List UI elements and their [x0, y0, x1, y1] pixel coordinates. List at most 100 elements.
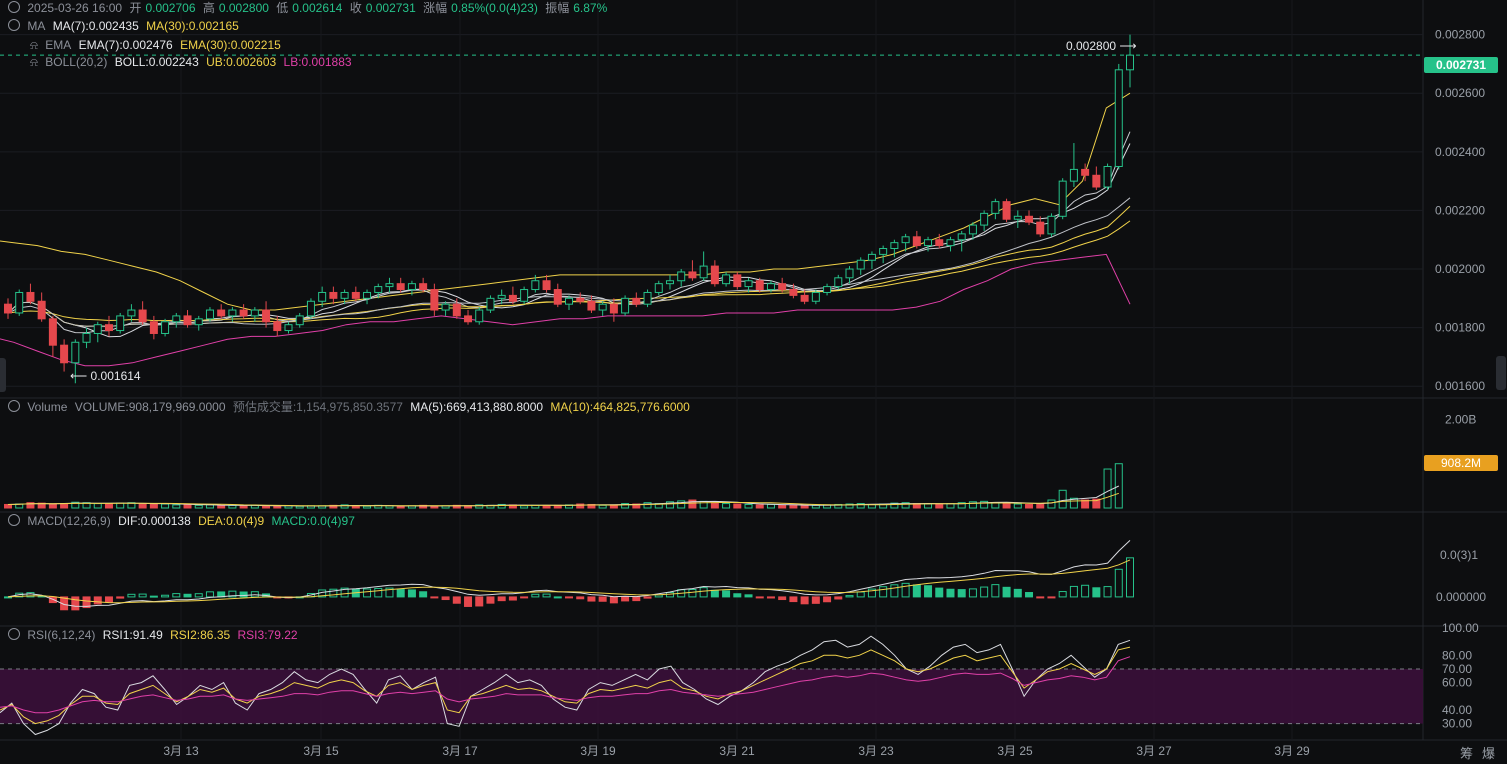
volume-bar: [396, 505, 405, 509]
chips-button[interactable]: 筹: [1460, 746, 1474, 761]
macd-bar: [419, 591, 428, 598]
volume-bar: [340, 504, 349, 509]
ema7-value: EMA(7):0.002476: [78, 38, 173, 52]
amp-value: 6.87%: [573, 1, 608, 15]
volume-bar: [811, 504, 820, 509]
volume-bar: [744, 503, 753, 509]
volume-bar: [497, 503, 506, 509]
low-annotation: ⟵ 0.001614: [70, 369, 141, 383]
candle-body: [1036, 221, 1045, 235]
candle-body: [632, 297, 641, 305]
macd-bar: [340, 587, 349, 598]
macd-bar: [755, 596, 764, 599]
candle-body: [991, 201, 1000, 214]
collapse-icon[interactable]: [8, 19, 20, 31]
ohlc-header: 2025-03-26 16:00 开 0.002706 高 0.002800 低 0.…: [8, 1, 611, 15]
macd-bar: [1126, 557, 1134, 598]
candle-body: [351, 291, 360, 299]
volume-estimate: 预估成交量:1,154,975,850.3577: [232, 400, 403, 414]
rsi-name[interactable]: RSI(6,12,24): [27, 628, 96, 642]
macd-bar: [924, 585, 933, 598]
volume-bar: [127, 502, 136, 509]
candle-body: [497, 294, 506, 299]
high-value: 0.002800: [218, 1, 269, 15]
collapse-icon[interactable]: [8, 400, 20, 412]
ema-name[interactable]: EMA: [45, 38, 72, 52]
high-annotation: 0.002800 ⟶: [1066, 39, 1137, 53]
macd-bar: [553, 596, 562, 599]
macd-bar: [823, 596, 832, 603]
macd-bar: [935, 587, 944, 598]
candle-body: [665, 280, 674, 285]
right-pan-handle[interactable]: [1496, 356, 1506, 390]
bell-icon[interactable]: ⍾: [30, 38, 38, 52]
rsi2-value: RSI2:86.35: [170, 628, 231, 642]
volume-ma10: MA(10):464,825,776.6000: [550, 400, 690, 414]
candle-body: [1013, 215, 1022, 220]
boll-legend: ⍾ BOLL(20,2) BOLL:0.002243 UB:0.002603 L…: [30, 55, 356, 69]
candle-body: [1047, 215, 1056, 235]
macd-bar: [385, 587, 394, 598]
price-tick-label: 0.002600: [1435, 86, 1485, 100]
time-tick-label: 3月 19: [580, 744, 616, 758]
macd-bar: [980, 586, 989, 598]
candle-body: [531, 280, 540, 291]
time-tick-label: 3月 23: [858, 744, 894, 758]
candle-body: [890, 242, 899, 250]
macd-bar: [1047, 596, 1056, 599]
ma-name[interactable]: MA: [27, 19, 46, 33]
volume-name[interactable]: Volume: [27, 400, 68, 414]
candle-body: [722, 274, 731, 285]
macd-bar: [329, 588, 338, 598]
candle-body: [116, 315, 125, 332]
collapse-icon[interactable]: [8, 514, 20, 526]
low-label: 低: [276, 1, 289, 15]
volume-bar: [1025, 503, 1034, 509]
candle-body: [407, 283, 416, 291]
rsi-legend: RSI(6,12,24) RSI1:91.49 RSI2:86.35 RSI3:…: [8, 628, 302, 642]
candle-body: [744, 280, 753, 288]
candle-body: [93, 324, 102, 334]
collapse-icon[interactable]: [8, 1, 20, 13]
candle-body: [172, 315, 181, 323]
candle-body: [419, 283, 428, 291]
candle-body: [82, 332, 91, 343]
volume-current-tag: 908.2M: [1424, 455, 1498, 471]
candle-body: [1025, 215, 1034, 223]
candle-body: [688, 271, 697, 279]
macd-bar: [363, 588, 372, 598]
boll-upper-line: [0, 92, 1131, 311]
macd-bar: [104, 596, 113, 603]
candle-body: [385, 283, 394, 288]
candle-body: [912, 236, 921, 247]
volume-bar: [116, 502, 125, 509]
boll-name[interactable]: BOLL(20,2): [45, 55, 108, 69]
macd-bar: [1025, 592, 1034, 598]
macd-bar: [1069, 585, 1078, 598]
macd-bar: [957, 589, 966, 598]
volume-bar: [968, 501, 977, 509]
macd-bar: [1081, 584, 1090, 598]
boll-lb-value: LB:0.001883: [283, 55, 352, 69]
candle-body: [1103, 165, 1112, 188]
candle-body: [587, 300, 596, 311]
candle-body: [138, 309, 147, 323]
left-pan-handle[interactable]: [0, 358, 6, 392]
macd-bar: [598, 596, 607, 602]
candle-body: [553, 289, 562, 305]
open-value: 0.002706: [145, 1, 196, 15]
macd-bar: [912, 584, 921, 598]
candle-body: [508, 294, 517, 302]
macd-name[interactable]: MACD(12,26,9): [27, 514, 111, 528]
candle-body: [946, 239, 955, 247]
collapse-icon[interactable]: [8, 628, 20, 640]
bell-icon[interactable]: ⍾: [30, 55, 38, 69]
boll-lower-line: [0, 253, 1131, 367]
macd-bar: [991, 584, 1000, 598]
liquidation-button[interactable]: 爆: [1482, 746, 1496, 761]
volume-bar: [542, 505, 551, 509]
volume-tick-label: 2.00B: [1445, 412, 1476, 426]
candle-body: [710, 265, 719, 285]
macd-dea-line: [7, 559, 1131, 604]
